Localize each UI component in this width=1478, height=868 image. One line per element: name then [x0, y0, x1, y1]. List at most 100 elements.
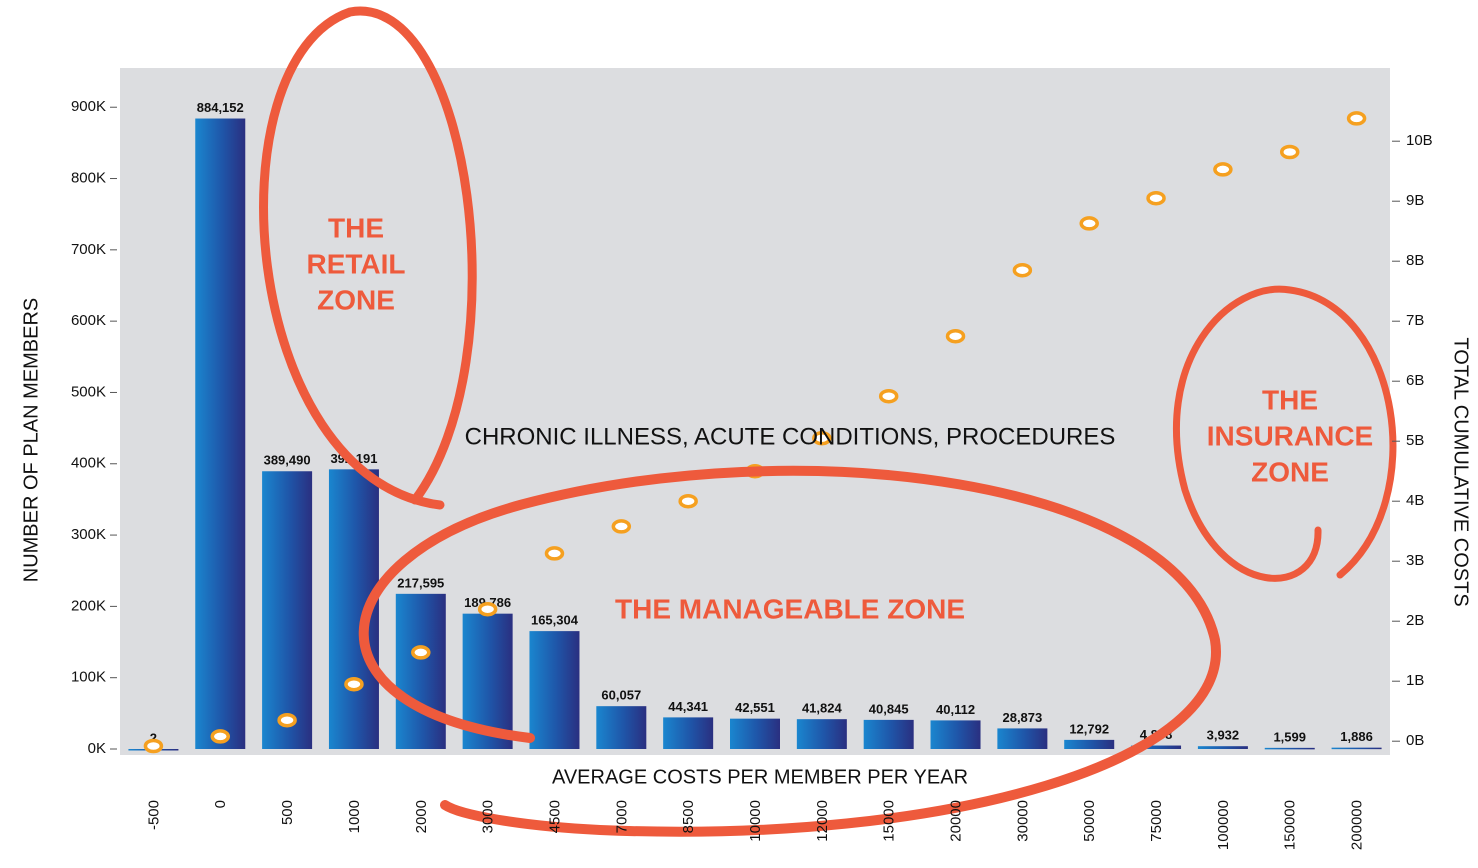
- cost-point: [613, 521, 629, 532]
- bar: [1064, 740, 1114, 749]
- x-tick-label: 150000: [1282, 800, 1299, 850]
- cost-point: [145, 741, 161, 752]
- annotation: INSURANCE: [1207, 420, 1373, 451]
- cost-point: [1081, 218, 1097, 229]
- y-tick-label: 200K: [71, 597, 106, 614]
- cost-point: [1215, 164, 1231, 175]
- bar: [931, 720, 981, 749]
- y-tick-label: 300K: [71, 526, 106, 543]
- x-tick-label: 10000: [747, 800, 764, 842]
- x-tick-label: 12000: [814, 800, 831, 842]
- y2-tick-label: 6B: [1406, 372, 1424, 389]
- y2-tick-label: 0B: [1406, 732, 1424, 749]
- y-tick-label: 100K: [71, 669, 106, 686]
- cost-point: [1349, 113, 1365, 124]
- bar: [596, 706, 646, 749]
- bar: [396, 594, 446, 749]
- cost-point: [546, 548, 562, 559]
- y-tick-label: 0K: [88, 740, 106, 757]
- value-label: 60,057: [601, 688, 641, 703]
- x-tick-label: 1000: [346, 800, 363, 833]
- x-tick-label: -500: [145, 800, 162, 830]
- annotation: ZONE: [317, 284, 395, 315]
- value-label: 1,886: [1340, 729, 1373, 744]
- y-tick-label: 800K: [71, 169, 106, 186]
- y2-tick-label: 1B: [1406, 672, 1424, 689]
- x-tick-label: 20000: [947, 800, 964, 842]
- value-label: 884,152: [197, 100, 244, 115]
- y2-tick-label: 9B: [1406, 192, 1424, 209]
- y-axis-title: NUMBER OF PLAN MEMBERS: [20, 298, 42, 582]
- y-tick-label: 400K: [71, 455, 106, 472]
- cost-point: [1014, 265, 1030, 276]
- cost-point: [212, 731, 228, 742]
- y-tick-label: 900K: [71, 98, 106, 115]
- value-label: 41,824: [802, 701, 843, 716]
- bar: [529, 631, 579, 749]
- x-tick-label: 100000: [1215, 800, 1232, 850]
- x-tick-label: 8500: [680, 800, 697, 833]
- y2-tick-label: 2B: [1406, 612, 1424, 629]
- y2-tick-label: 3B: [1406, 552, 1424, 569]
- x-tick-label: 75000: [1148, 800, 1165, 842]
- value-label: 40,112: [936, 702, 975, 717]
- bar: [195, 119, 245, 749]
- chart: 2884,152389,490392,191217,595189,786165,…: [0, 0, 1478, 868]
- cost-point: [480, 604, 496, 615]
- bar: [1265, 748, 1315, 750]
- cost-point: [346, 679, 362, 690]
- value-label: 389,490: [264, 453, 311, 468]
- y-tick-label: 700K: [71, 241, 106, 258]
- y2-tick-label: 10B: [1406, 132, 1433, 149]
- cost-point: [1282, 147, 1298, 158]
- value-label: 217,595: [397, 575, 444, 590]
- value-label: 42,551: [735, 700, 775, 715]
- x-tick-label: 200000: [1349, 800, 1366, 850]
- y2-tick-label: 7B: [1406, 312, 1424, 329]
- y-tick-label: 600K: [71, 312, 106, 329]
- bar: [663, 717, 713, 749]
- cost-point: [680, 496, 696, 507]
- y2-tick-label: 8B: [1406, 252, 1424, 269]
- bar: [797, 719, 847, 749]
- page: 2884,152389,490392,191217,595189,786165,…: [0, 0, 1478, 868]
- annotation: CHRONIC ILLNESS, ACUTE CONDITIONS, PROCE…: [465, 423, 1116, 450]
- bar: [730, 719, 780, 749]
- y-tick-label: 500K: [71, 383, 106, 400]
- x-tick-label: 0: [212, 800, 229, 808]
- cost-point: [1148, 193, 1164, 204]
- x-tick-label: 500: [279, 800, 296, 825]
- bar: [262, 471, 312, 749]
- x-tick-label: 15000: [881, 800, 898, 842]
- value-label: 40,845: [869, 701, 909, 716]
- value-label: 165,304: [531, 613, 579, 628]
- y2-tick-label: 4B: [1406, 492, 1424, 509]
- annotation: ZONE: [1251, 456, 1329, 487]
- x-tick-label: 2000: [413, 800, 430, 833]
- bar: [1332, 748, 1382, 750]
- x-tick-label: 7000: [613, 800, 630, 833]
- annotation: THE: [1262, 384, 1318, 415]
- value-label: 28,873: [1002, 710, 1042, 725]
- y2-axis-title: TOTAL CUMULATIVE COSTS: [1450, 337, 1472, 606]
- cost-point: [413, 647, 429, 658]
- y2-tick-label: 5B: [1406, 432, 1424, 449]
- x-tick-label: 30000: [1014, 800, 1031, 842]
- cost-point: [279, 715, 295, 726]
- annotation: RETAIL: [306, 248, 405, 279]
- x-tick-label: 50000: [1081, 800, 1098, 842]
- x-tick-label: 4500: [546, 800, 563, 833]
- value-label: 12,792: [1069, 721, 1109, 736]
- value-label: 1,599: [1273, 729, 1306, 744]
- bar: [1198, 746, 1248, 749]
- bar: [864, 720, 914, 749]
- annotation: THE MANAGEABLE ZONE: [615, 593, 965, 624]
- annotation: THE: [328, 212, 384, 243]
- value-label: 3,932: [1207, 728, 1240, 743]
- cost-point: [948, 331, 964, 342]
- value-label: 44,341: [668, 699, 708, 714]
- x-axis-title: AVERAGE COSTS PER MEMBER PER YEAR: [552, 766, 968, 788]
- x-tick-label: 3000: [480, 800, 497, 833]
- cost-point: [881, 391, 897, 402]
- bar: [997, 728, 1047, 749]
